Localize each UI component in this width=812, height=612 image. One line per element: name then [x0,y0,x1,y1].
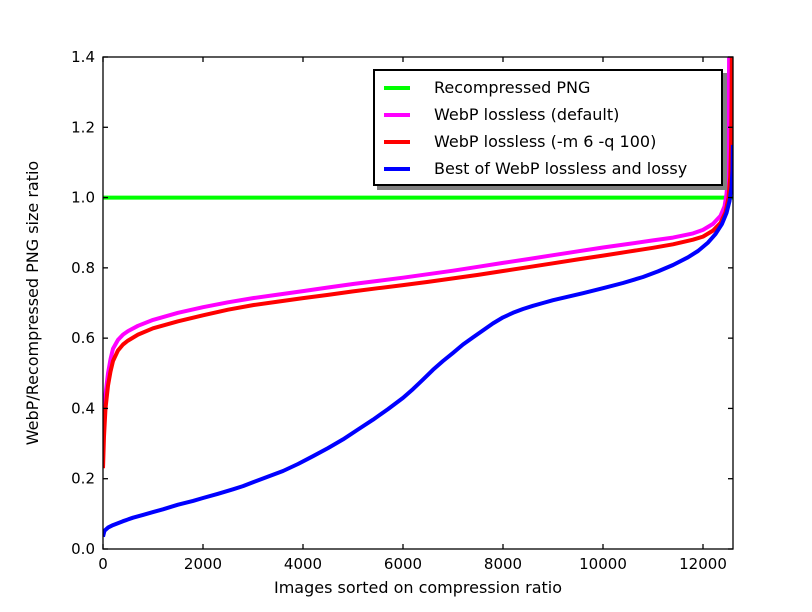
axes-frame [102,56,734,550]
legend-label-best-of-webp: Best of WebP lossless and lossy [434,158,688,178]
legend-swatch-recompressed-png [384,85,410,90]
legend-swatch-webp-lossless-m6-q100 [384,139,410,144]
legend-item-best-of-webp: Best of WebP lossless and lossy [375,155,721,182]
y-tick-label: 1.0 [71,189,95,207]
legend-item-webp-lossless-m6-q100: WebP lossless (-m 6 -q 100) [375,128,721,155]
x-tick-label: 6000 [384,555,422,573]
legend-label-webp-lossless-default: WebP lossless (default) [434,104,620,124]
y-tick-label: 0.8 [71,259,95,277]
legend-swatch-webp-lossless-default [384,112,410,117]
y-tick-label: 0.2 [71,470,95,488]
legend-box: Recompressed PNG WebP lossless (default)… [373,69,723,186]
x-tick-label: 12000 [679,555,727,573]
line-webp-lossless-m6-q100 [103,57,733,469]
x-tick-label: 2000 [184,555,222,573]
legend-swatch-best-of-webp [384,166,410,171]
legend-label-recompressed-png: Recompressed PNG [434,77,591,97]
legend-label-webp-lossless-m6-q100: WebP lossless (-m 6 -q 100) [434,131,657,151]
y-tick-label: 0.4 [71,399,95,417]
legend-item-webp-lossless-default: WebP lossless (default) [375,101,721,128]
x-tick-label: 0 [98,555,108,573]
y-axis-label: WebP/Recompressed PNG size ratio [23,161,42,445]
x-axis-label: Images sorted on compression ratio [274,578,562,597]
y-tick-label: 0.0 [71,540,95,558]
legend-item-recompressed-png: Recompressed PNG [375,74,721,101]
x-tick-label: 8000 [484,555,522,573]
x-tick-label: 10000 [579,555,627,573]
x-tick-label: 4000 [284,555,322,573]
line-best-of-webp [103,144,733,538]
y-tick-label: 1.4 [71,48,95,66]
y-tick-label: 1.2 [71,118,95,136]
y-tick-label: 0.6 [71,329,95,347]
line-webp-lossless-default [103,57,732,455]
